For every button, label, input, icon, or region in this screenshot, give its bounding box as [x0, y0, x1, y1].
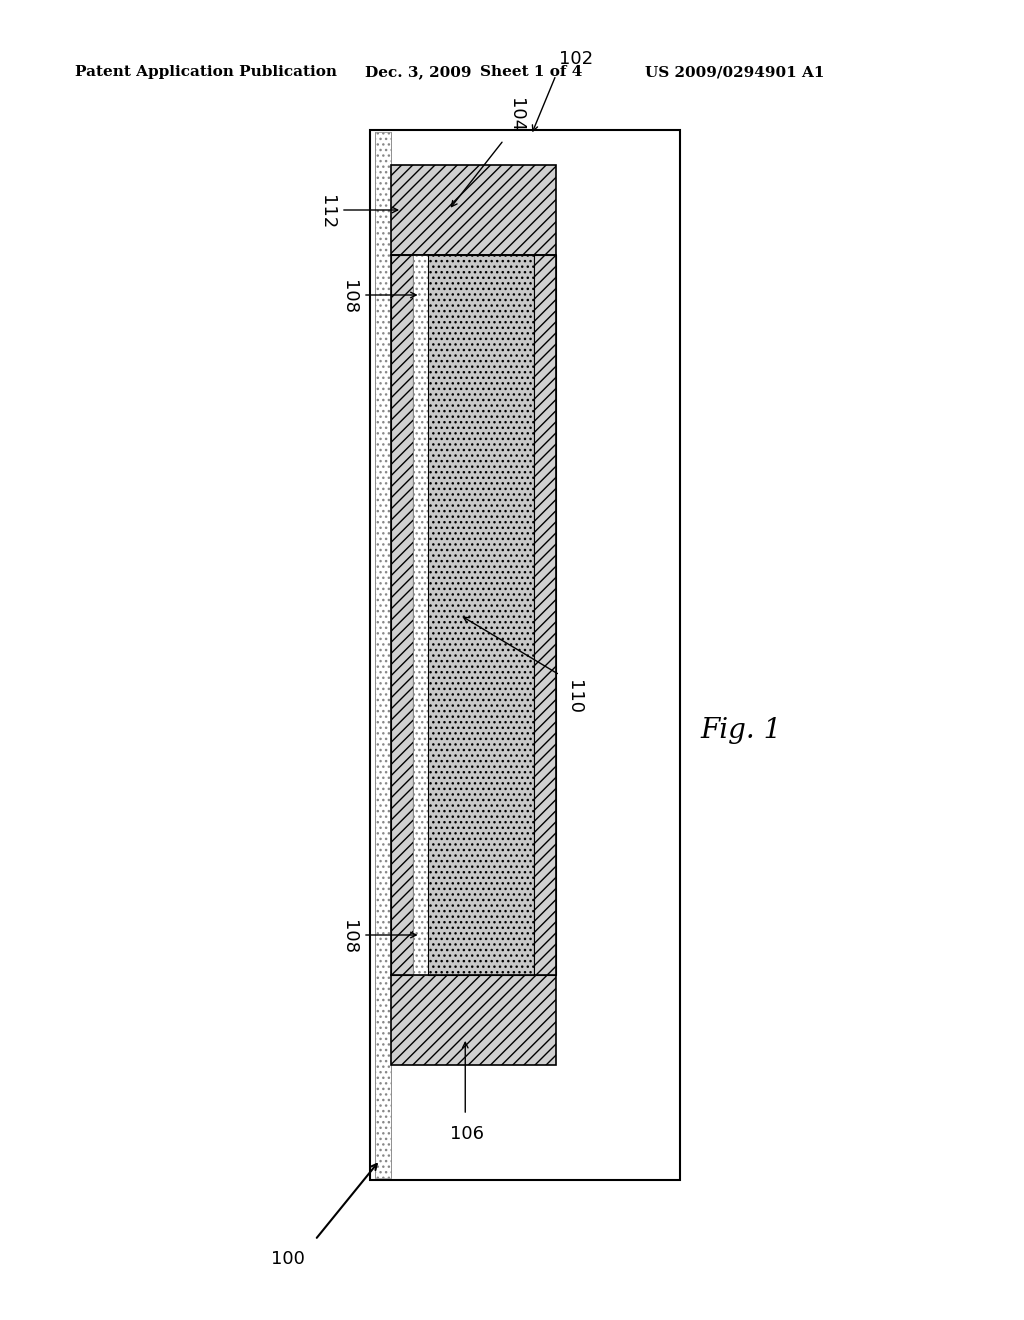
- Bar: [370, 129, 680, 1180]
- Text: 108: 108: [340, 920, 358, 954]
- Text: Sheet 1 of 4: Sheet 1 of 4: [480, 65, 583, 79]
- Text: 108: 108: [340, 280, 358, 314]
- Text: Fig. 1: Fig. 1: [700, 717, 781, 743]
- Bar: [391, 255, 556, 975]
- Bar: [391, 255, 413, 975]
- Bar: [413, 255, 428, 975]
- Bar: [391, 165, 556, 255]
- Text: 102: 102: [559, 50, 593, 69]
- Text: 100: 100: [271, 1250, 305, 1269]
- Text: 110: 110: [565, 680, 583, 714]
- Text: 106: 106: [451, 1125, 484, 1143]
- Bar: [375, 132, 391, 1177]
- Text: Patent Application Publication: Patent Application Publication: [75, 65, 337, 79]
- Text: 112: 112: [318, 195, 336, 230]
- Bar: [428, 255, 534, 975]
- Text: US 2009/0294901 A1: US 2009/0294901 A1: [645, 65, 824, 79]
- Bar: [391, 975, 556, 1065]
- Bar: [534, 255, 556, 975]
- Text: Dec. 3, 2009: Dec. 3, 2009: [365, 65, 471, 79]
- Text: 104: 104: [507, 98, 524, 132]
